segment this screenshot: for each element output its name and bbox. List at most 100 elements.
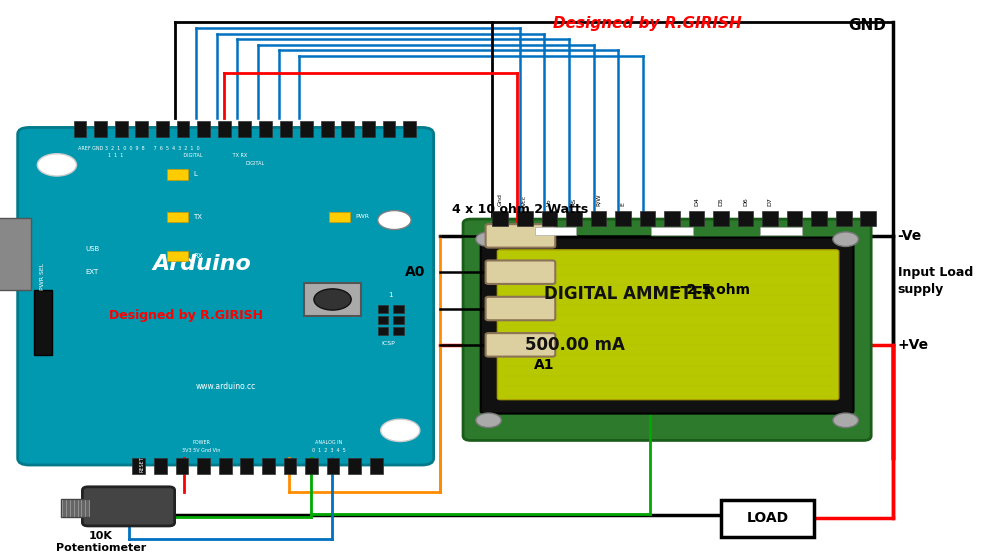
Bar bbox=[115, 121, 128, 137]
Bar bbox=[341, 121, 354, 137]
Bar bbox=[239, 121, 251, 137]
Text: Designed by R.GIRISH: Designed by R.GIRISH bbox=[109, 309, 264, 322]
Bar bbox=[787, 211, 803, 226]
FancyBboxPatch shape bbox=[486, 224, 555, 248]
Bar bbox=[721, 500, 815, 537]
Bar bbox=[283, 458, 296, 474]
Bar bbox=[197, 458, 210, 474]
Text: LOAD: LOAD bbox=[746, 511, 789, 525]
Text: 500.00 mA: 500.00 mA bbox=[525, 335, 624, 354]
Bar bbox=[279, 121, 292, 137]
Bar bbox=[166, 212, 188, 222]
Bar bbox=[133, 458, 146, 474]
Bar bbox=[860, 211, 876, 226]
Bar bbox=[166, 169, 188, 179]
Bar bbox=[304, 283, 361, 316]
Bar bbox=[218, 121, 231, 137]
Text: Designed by R.GIRISH: Designed by R.GIRISH bbox=[553, 16, 742, 31]
FancyBboxPatch shape bbox=[82, 487, 174, 526]
Bar bbox=[300, 121, 313, 137]
Text: AREF GND 3  2  1  0  0  9  8      7  6  5  4  3  2  1  0: AREF GND 3 2 1 0 0 9 8 7 6 5 4 3 2 1 0 bbox=[78, 145, 200, 150]
Text: GND: GND bbox=[848, 18, 887, 32]
Bar bbox=[176, 121, 189, 137]
Bar bbox=[348, 458, 361, 474]
Text: PWR: PWR bbox=[355, 214, 369, 219]
Text: Input Load
supply: Input Load supply bbox=[898, 266, 973, 296]
Bar bbox=[94, 121, 107, 137]
FancyBboxPatch shape bbox=[486, 297, 555, 320]
Text: USB: USB bbox=[85, 246, 100, 252]
Bar bbox=[370, 458, 383, 474]
FancyBboxPatch shape bbox=[486, 333, 555, 357]
Text: Arduino: Arduino bbox=[153, 254, 252, 274]
Text: RX: RX bbox=[193, 253, 203, 259]
Circle shape bbox=[476, 232, 501, 247]
Bar bbox=[136, 121, 148, 137]
Bar bbox=[541, 211, 557, 226]
Text: EXT: EXT bbox=[85, 268, 98, 274]
Bar bbox=[639, 211, 655, 226]
Circle shape bbox=[314, 289, 351, 310]
Bar bbox=[383, 121, 395, 137]
Bar bbox=[321, 121, 334, 137]
Bar bbox=[262, 458, 275, 474]
FancyBboxPatch shape bbox=[497, 250, 838, 400]
Bar bbox=[154, 458, 166, 474]
Circle shape bbox=[832, 413, 858, 428]
Text: 1: 1 bbox=[388, 292, 393, 298]
Circle shape bbox=[378, 211, 411, 230]
Bar bbox=[737, 211, 753, 226]
Bar bbox=[812, 211, 827, 226]
Text: www.arduino.cc: www.arduino.cc bbox=[195, 382, 256, 391]
Text: PWR SEL: PWR SEL bbox=[40, 263, 45, 291]
Bar bbox=[259, 121, 272, 137]
Text: 1  1  1                                        DIGITAL                    TX RX: 1 1 1 DIGITAL TX RX bbox=[78, 153, 248, 158]
Circle shape bbox=[832, 232, 858, 247]
Bar bbox=[156, 121, 168, 137]
Bar bbox=[73, 121, 86, 137]
Text: DIGITAL AMMETER: DIGITAL AMMETER bbox=[544, 285, 716, 302]
Bar bbox=[378, 305, 388, 313]
Text: ICSP: ICSP bbox=[382, 341, 395, 346]
Text: Gnd: Gnd bbox=[497, 193, 502, 206]
Text: A1: A1 bbox=[534, 358, 554, 372]
Bar bbox=[166, 251, 188, 261]
Bar bbox=[566, 211, 582, 226]
Text: D4: D4 bbox=[694, 197, 699, 206]
Text: Vcc: Vcc bbox=[522, 195, 527, 206]
Text: +Ve: +Ve bbox=[898, 338, 929, 352]
Bar bbox=[362, 121, 375, 137]
Bar bbox=[378, 328, 388, 335]
Text: = 2.5 ohm: = 2.5 ohm bbox=[670, 283, 750, 297]
Text: 0  1  2  3  4  5: 0 1 2 3 4 5 bbox=[312, 448, 346, 453]
Bar bbox=[714, 211, 729, 226]
Text: 10K
Potentiometer: 10K Potentiometer bbox=[55, 531, 146, 553]
FancyBboxPatch shape bbox=[18, 127, 434, 465]
Bar bbox=[35, 290, 52, 354]
FancyBboxPatch shape bbox=[486, 260, 555, 284]
Text: L: L bbox=[193, 172, 197, 178]
Bar bbox=[241, 458, 253, 474]
Text: A0: A0 bbox=[404, 265, 425, 279]
Text: RESET: RESET bbox=[140, 456, 145, 472]
Bar bbox=[651, 227, 693, 235]
Bar bbox=[664, 211, 680, 226]
Bar bbox=[403, 121, 416, 137]
Text: RS: RS bbox=[572, 197, 577, 206]
Text: -Ve: -Ve bbox=[898, 229, 922, 243]
Bar bbox=[327, 458, 340, 474]
Bar bbox=[835, 211, 851, 226]
Bar bbox=[615, 211, 631, 226]
Text: DIGITAL: DIGITAL bbox=[245, 160, 265, 165]
Bar bbox=[329, 212, 350, 222]
Bar bbox=[305, 458, 318, 474]
Text: Vo: Vo bbox=[547, 198, 552, 206]
Bar bbox=[760, 227, 802, 235]
Text: E: E bbox=[620, 202, 625, 206]
Bar bbox=[378, 316, 388, 324]
Text: 3V3 5V Gnd Vin: 3V3 5V Gnd Vin bbox=[182, 448, 220, 453]
Text: ANALOG IN: ANALOG IN bbox=[315, 440, 342, 446]
Bar bbox=[493, 211, 508, 226]
Bar bbox=[175, 458, 188, 474]
Bar bbox=[591, 211, 606, 226]
